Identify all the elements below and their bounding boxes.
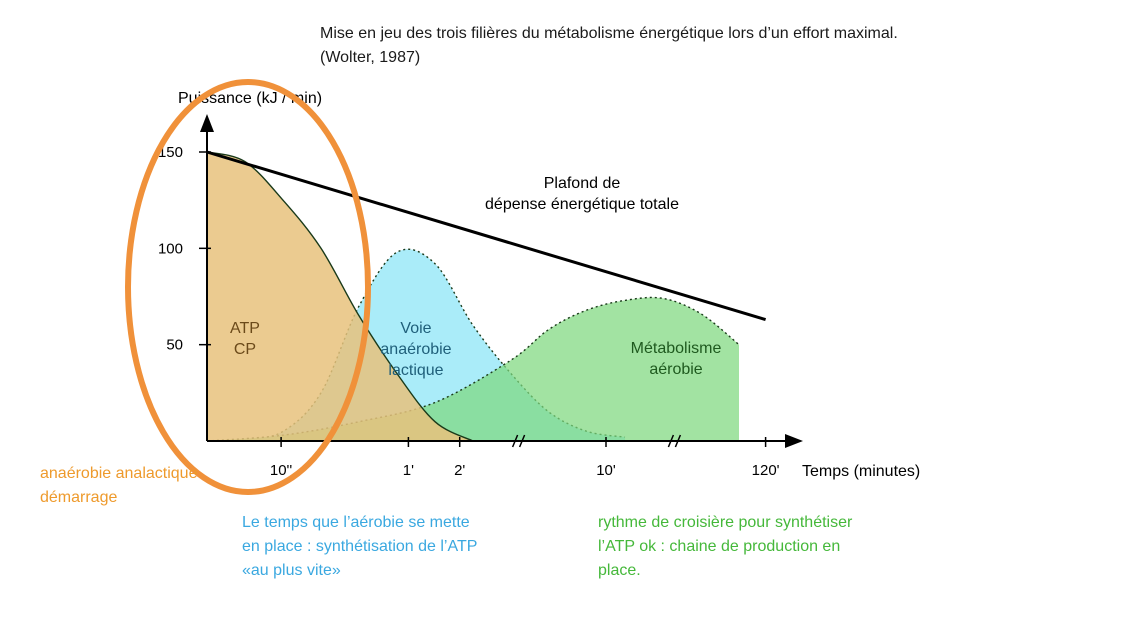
- chart-title: Mise en jeu des trois filières du métabo…: [320, 22, 898, 70]
- annotation-green-line-2: l’ATP ok : chaine de production en: [598, 538, 841, 555]
- annotation-orange-line-1: anaérobie analactique: [40, 465, 198, 482]
- y-tick-label-100: 100: [158, 240, 183, 257]
- title-line-2: (Wolter, 1987): [320, 49, 421, 66]
- series-label-1-line-0: Voie: [400, 320, 431, 337]
- x-tick-label-2: 2': [454, 462, 465, 479]
- atp-cp-area: [207, 152, 473, 441]
- series-label-0-line-0: ATP: [230, 320, 260, 337]
- annotation-green: rythme de croisière pour synthétiser l’A…: [598, 511, 852, 583]
- axis-break-0: [511, 434, 526, 448]
- annotation-orange-line-2: démarrage: [40, 489, 118, 506]
- annotation-orange: anaérobie analactique démarrage: [40, 462, 197, 510]
- annotation-blue-line-1: Le temps que l’aérobie se mette: [242, 514, 470, 531]
- aerobic-area: [207, 297, 739, 441]
- series-label-3-line-0: Plafond de: [544, 175, 621, 192]
- series-label-3-line-1: dépense énergétique totale: [485, 196, 679, 213]
- x-tick-label-0: 10'': [270, 462, 293, 479]
- annotation-green-line-3: place.: [598, 562, 641, 579]
- series-label-1-line-2: lactique: [388, 362, 443, 379]
- area-layer: [206, 150, 767, 442]
- axis-break-1: [667, 434, 682, 448]
- x-tick-label-1: 1': [403, 462, 414, 479]
- annotation-blue-line-2: en place : synthétisation de l’ATP: [242, 538, 478, 555]
- y-tick-label-50: 50: [166, 337, 183, 354]
- y-tick-label-150: 150: [158, 144, 183, 161]
- series-label-2-line-1: aérobie: [649, 361, 702, 378]
- series-label-1-line-1: anaérobie: [380, 341, 451, 358]
- x-tick-label-4: 120': [752, 462, 780, 479]
- plafond-line: [206, 150, 767, 322]
- annotation-blue: Le temps que l’aérobie se mette en place…: [242, 511, 477, 583]
- y-axis-arrow: [200, 114, 214, 132]
- series-label-2-line-0: Métabolisme: [631, 340, 722, 357]
- highlight-ellipse: [125, 79, 371, 495]
- aerobic-curve: [206, 296, 740, 442]
- series-label-0-line-1: CP: [234, 341, 256, 358]
- annotation-blue-line-3: «au plus vite»: [242, 562, 341, 579]
- x-axis-label: Temps (minutes): [802, 463, 920, 480]
- axes-layer: [199, 114, 803, 448]
- title-line-1: Mise en jeu des trois filières du métabo…: [320, 25, 898, 42]
- x-tick-label-3: 10': [596, 462, 616, 479]
- x-axis-arrow: [785, 434, 803, 448]
- annotation-green-line-1: rythme de croisière pour synthétiser: [598, 514, 853, 531]
